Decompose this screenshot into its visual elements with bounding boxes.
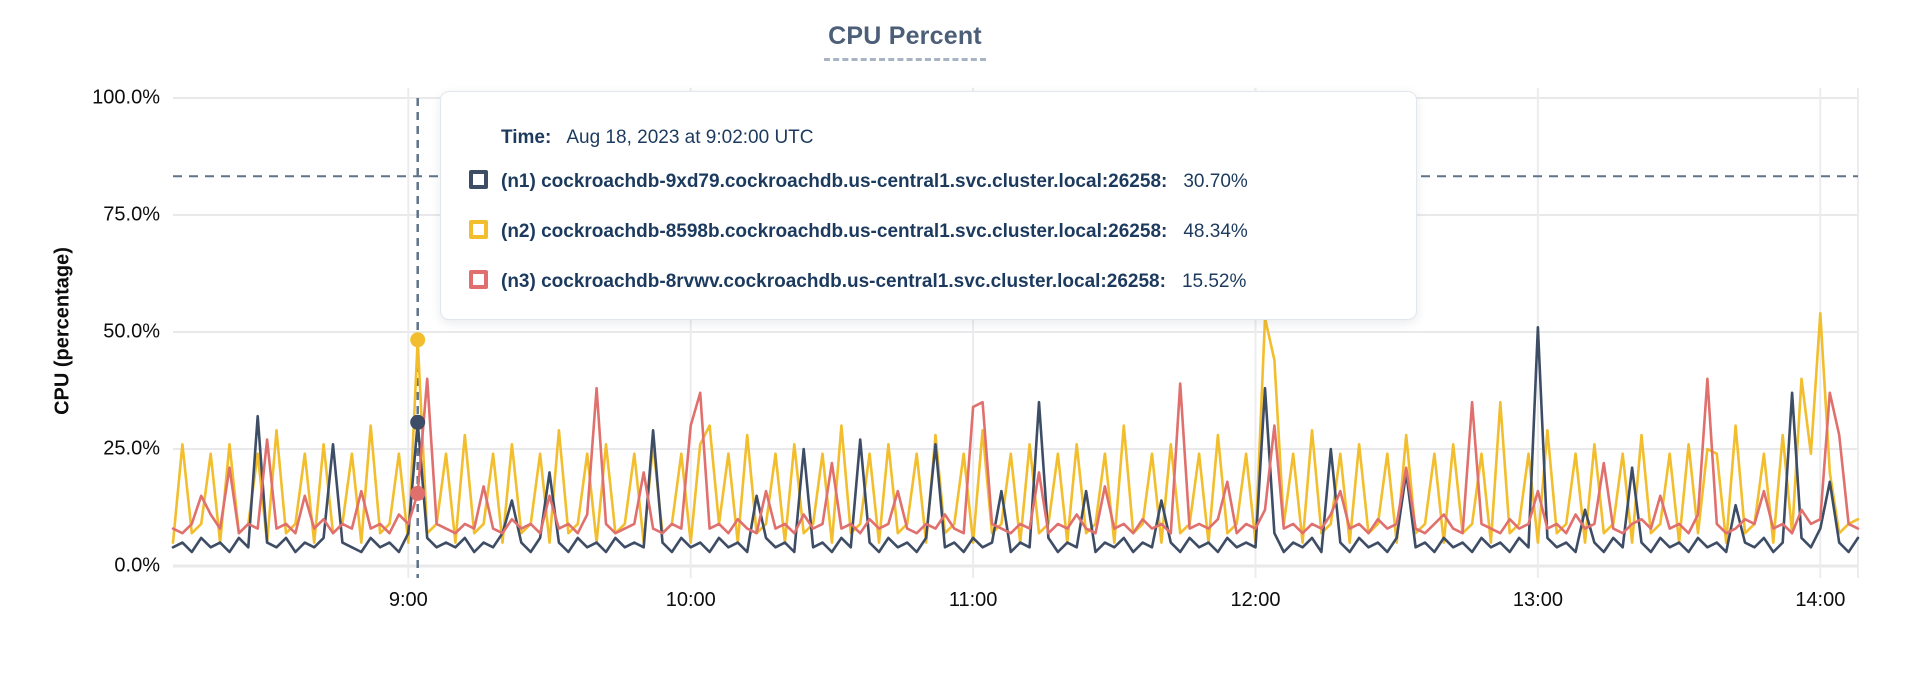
chart-header: CPU Percent xyxy=(0,22,1810,61)
x-axis-tick-label: 14:00 xyxy=(1795,589,1846,611)
x-axis-tick-label: 13:00 xyxy=(1512,589,1563,611)
crosshair-dot-n3 xyxy=(410,485,426,501)
series-name: (n2) cockroachdb-8598b.cockroachdb.us-ce… xyxy=(501,221,1168,242)
chart-title: CPU Percent xyxy=(824,22,986,61)
y-axis-tick-label: 100.0% xyxy=(92,86,160,109)
series-value: 30.70% xyxy=(1183,171,1248,192)
tooltip-time-value: Aug 18, 2023 at 9:02:00 UTC xyxy=(566,127,814,148)
y-axis-tick-label: 75.0% xyxy=(103,203,160,226)
x-axis-tick-label: 12:00 xyxy=(1230,589,1281,611)
series-name: (n3) cockroachdb-8rvwv.cockroachdb.us-ce… xyxy=(501,271,1166,292)
series-line-n1 xyxy=(171,325,1860,554)
series-line-n2 xyxy=(171,311,1860,544)
series-line-n3 xyxy=(171,377,1860,535)
tooltip-time-label: Time: xyxy=(501,127,552,148)
series-color-swatch-n3 xyxy=(469,270,488,289)
series-color-swatch-n2 xyxy=(469,220,488,239)
tooltip-series-row: (n1) cockroachdb-9xd79.cockroachdb.us-ce… xyxy=(469,170,1248,194)
tooltip-series-row: (n2) cockroachdb-8598b.cockroachdb.us-ce… xyxy=(469,220,1248,244)
x-axis-tick-label: 10:00 xyxy=(665,589,716,611)
chart-hover-tooltip: Time: Aug 18, 2023 at 9:02:00 UTC (n1) co… xyxy=(440,91,1417,320)
series-name: (n1) cockroachdb-9xd79.cockroachdb.us-ce… xyxy=(501,171,1168,192)
y-axis-tick-label: 50.0% xyxy=(103,320,160,343)
crosshair-dot-n2 xyxy=(410,332,426,348)
series-value: 15.52% xyxy=(1181,271,1247,292)
series-value: 48.34% xyxy=(1183,221,1248,242)
tooltip-series-row: (n3) cockroachdb-8rvwv.cockroachdb.us-ce… xyxy=(469,270,1246,294)
crosshair-dot-n1 xyxy=(410,414,426,430)
x-axis-tick-label: 11:00 xyxy=(948,589,998,611)
y-axis-tick-label: 25.0% xyxy=(103,437,160,460)
tooltip-time-row: Time: Aug 18, 2023 at 9:02:00 UTC xyxy=(501,126,814,150)
series-color-swatch-n1 xyxy=(469,170,488,189)
y-axis-tick-label: 0.0% xyxy=(114,554,160,577)
x-axis-tick-label: 9:00 xyxy=(388,589,428,611)
